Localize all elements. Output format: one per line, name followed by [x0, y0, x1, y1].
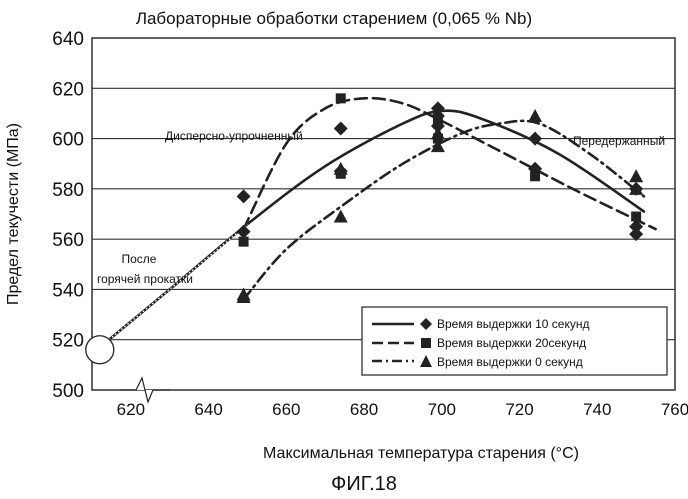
as-rolled-point: [86, 336, 114, 364]
marker-triangle-0s: [431, 127, 445, 140]
grid: [92, 88, 675, 339]
x-tick-labels: 620 640 660 680 700 720 740 760: [117, 400, 688, 419]
x-tick-label: 740: [583, 400, 611, 419]
y-tick-label: 620: [52, 79, 84, 100]
fit-curve-20s: [244, 98, 656, 229]
annotation-overaged: Передержанный: [573, 134, 665, 148]
axis-break-mark: [120, 378, 170, 402]
y-tick-label: 520: [52, 331, 84, 352]
marker-square-20s: [530, 171, 540, 181]
marker-triangle-0s: [334, 210, 348, 223]
legend-label-0s: Время выдержки 0 секунд: [437, 355, 583, 369]
y-tick-label: 540: [52, 280, 84, 301]
annotation-as-rolled-line1: После: [122, 252, 157, 266]
marker-diamond-10s: [237, 189, 251, 203]
y-tick-label: 600: [52, 130, 84, 151]
legend-label-10s: Время выдержки 10 секунд: [437, 317, 589, 331]
x-tick-label: 620: [117, 400, 145, 419]
marker-triangle-0s: [528, 109, 542, 122]
y-axis-label: Предел текучести (МПа): [5, 123, 22, 305]
y-tick-labels: 500 520 540 560 580 600 620 640: [52, 29, 84, 402]
chart: Лабораторные обработки старением (0,065 …: [0, 0, 688, 499]
marker-square-20s: [239, 237, 249, 247]
x-tick-label: 660: [272, 400, 300, 419]
legend-label-20s: Время выдержки 20секунд: [437, 336, 586, 350]
y-tick-label: 640: [52, 29, 84, 50]
chart-title: Лабораторные обработки старением (0,065 …: [136, 9, 532, 28]
y-tick-label: 500: [52, 381, 84, 402]
marker-square-20s: [336, 93, 346, 103]
figure-caption: ФИГ.18: [331, 473, 397, 495]
legend: Время выдержки 10 секунд Время выдержки …: [362, 307, 667, 375]
annotation-as-rolled-line2: горячей прокатки: [97, 272, 193, 286]
y-tick-label: 560: [52, 230, 84, 251]
marker-diamond-10s: [334, 122, 348, 136]
x-tick-label: 760: [661, 400, 688, 419]
x-tick-label: 720: [505, 400, 533, 419]
marker-diamond-10s: [237, 225, 251, 239]
x-axis-label: Максимальная температура старения (°С): [263, 445, 579, 462]
y-tick-label: 580: [52, 180, 84, 201]
annotation-precipitation-hardened: Дисперсно-упрочненный: [165, 129, 303, 143]
x-tick-label: 700: [428, 400, 456, 419]
marker-triangle-0s: [629, 169, 643, 182]
marker-triangle-0s: [334, 162, 348, 175]
x-tick-label: 640: [194, 400, 222, 419]
marker-square-20s: [433, 116, 443, 126]
marker-square-20s: [631, 212, 641, 222]
legend-marker-20s: [421, 338, 431, 348]
x-tick-label: 680: [350, 400, 378, 419]
